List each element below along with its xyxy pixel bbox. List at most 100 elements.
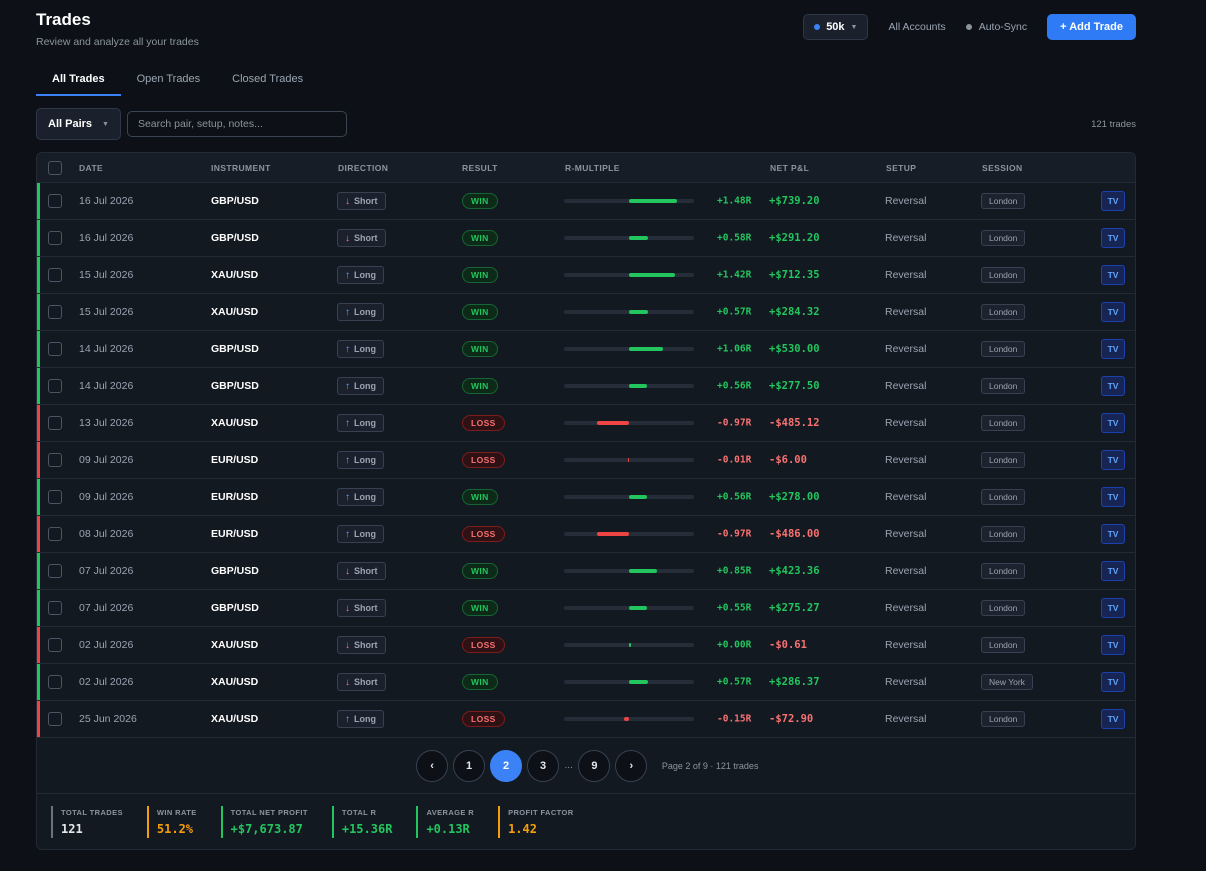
r-multiple-bar-fill <box>629 199 678 203</box>
page-button-2[interactable]: 2 <box>490 749 523 782</box>
tradingview-button[interactable]: TV <box>1101 709 1125 729</box>
table-row[interactable]: 25 Jun 2026 XAU/USD ↑ Long LOSS -0.15R -… <box>37 701 1135 738</box>
tradingview-button[interactable]: TV <box>1101 635 1125 655</box>
all-accounts-link[interactable]: All Accounts <box>888 21 946 33</box>
row-checkbox[interactable] <box>48 490 62 504</box>
summary-stat-value: 121 <box>61 821 83 836</box>
arrow-up-icon: ↑ <box>345 306 350 318</box>
tradingview-button[interactable]: TV <box>1101 191 1125 211</box>
direction-badge: ↓ Short <box>337 192 386 210</box>
trade-date: 13 Jul 2026 <box>79 417 134 429</box>
page-button-3[interactable]: 3 <box>527 749 560 782</box>
pagination-ellipsis: ... <box>564 760 573 771</box>
row-checkbox[interactable] <box>48 601 62 615</box>
row-checkbox[interactable] <box>48 453 62 467</box>
row-checkbox[interactable] <box>48 638 62 652</box>
column-header-net-pnl[interactable]: NET P&L <box>770 162 810 173</box>
chevron-down-icon: ▼ <box>850 23 858 31</box>
table-row[interactable]: 02 Jul 2026 XAU/USD ↓ Short LOSS +0.00R … <box>37 627 1135 664</box>
tradingview-button[interactable]: TV <box>1101 413 1125 433</box>
tradingview-button[interactable]: TV <box>1101 561 1125 581</box>
r-multiple-bar <box>564 421 694 425</box>
r-multiple-bar-fill <box>629 347 664 351</box>
auto-sync-toggle[interactable]: Auto-Sync <box>965 21 1027 33</box>
tab-closed-trades[interactable]: Closed Trades <box>232 73 304 85</box>
tradingview-button[interactable]: TV <box>1101 339 1125 359</box>
trade-setup: Reversal <box>885 676 927 688</box>
search-input[interactable] <box>126 111 347 137</box>
trade-instrument: XAU/USD <box>211 676 259 688</box>
table-row[interactable]: 13 Jul 2026 XAU/USD ↑ Long LOSS -0.97R -… <box>37 405 1135 442</box>
table-row[interactable]: 09 Jul 2026 EUR/USD ↑ Long LOSS -0.01R -… <box>37 442 1135 479</box>
trade-instrument: GBP/USD <box>211 565 259 577</box>
row-checkbox[interactable] <box>48 342 62 356</box>
arrow-down-icon: ↓ <box>345 602 350 614</box>
column-header-session[interactable]: SESSION <box>982 162 1023 173</box>
page-button-9[interactable]: 9 <box>578 749 611 782</box>
chevron-down-icon: ▼ <box>102 120 109 128</box>
row-checkbox[interactable] <box>48 231 62 245</box>
pair-select-label: All Pairs <box>48 118 93 130</box>
r-multiple-value: +0.57R <box>717 306 752 318</box>
tradingview-button[interactable]: TV <box>1101 228 1125 248</box>
result-stripe <box>37 701 40 737</box>
tradingview-button[interactable]: TV <box>1101 672 1125 692</box>
table-row[interactable]: 07 Jul 2026 GBP/USD ↓ Short WIN +0.55R +… <box>37 590 1135 627</box>
column-header-result[interactable]: RESULT <box>462 162 498 173</box>
row-checkbox[interactable] <box>48 527 62 541</box>
table-row[interactable]: 14 Jul 2026 GBP/USD ↑ Long WIN +0.56R +$… <box>37 368 1135 405</box>
column-header-instrument[interactable]: INSTRUMENT <box>211 162 271 173</box>
row-checkbox[interactable] <box>48 268 62 282</box>
page-button-1[interactable]: 1 <box>453 749 486 782</box>
table-row[interactable]: 15 Jul 2026 XAU/USD ↑ Long WIN +1.42R +$… <box>37 257 1135 294</box>
pair-select[interactable]: All Pairs ▼ <box>36 108 121 140</box>
row-checkbox[interactable] <box>48 194 62 208</box>
trade-setup: Reversal <box>885 417 927 429</box>
row-checkbox[interactable] <box>48 416 62 430</box>
next-page-button[interactable]: › <box>615 749 648 782</box>
tab-all-trades[interactable]: All Trades <box>36 66 121 96</box>
result-stripe <box>37 331 40 367</box>
tab-open-trades[interactable]: Open Trades <box>136 73 201 85</box>
column-header-date[interactable]: DATE <box>79 162 104 173</box>
table-row[interactable]: 14 Jul 2026 GBP/USD ↑ Long WIN +1.06R +$… <box>37 331 1135 368</box>
add-trade-button[interactable]: + Add Trade <box>1047 14 1136 40</box>
prev-page-button[interactable]: ‹ <box>416 749 449 782</box>
column-header-r-multiple[interactable]: R-MULTIPLE <box>565 162 620 173</box>
tradingview-button[interactable]: TV <box>1101 487 1125 507</box>
table-row[interactable]: 16 Jul 2026 GBP/USD ↓ Short WIN +1.48R +… <box>37 183 1135 220</box>
tradingview-button[interactable]: TV <box>1101 524 1125 544</box>
arrow-down-icon: ↓ <box>345 232 350 244</box>
tradingview-button[interactable]: TV <box>1101 302 1125 322</box>
net-pnl-value: -$6.00 <box>769 454 807 466</box>
table-row[interactable]: 07 Jul 2026 GBP/USD ↓ Short WIN +0.85R +… <box>37 553 1135 590</box>
row-checkbox[interactable] <box>48 564 62 578</box>
row-checkbox[interactable] <box>48 379 62 393</box>
r-multiple-value: +0.56R <box>717 380 752 392</box>
table-row[interactable]: 15 Jul 2026 XAU/USD ↑ Long WIN +0.57R +$… <box>37 294 1135 331</box>
row-checkbox[interactable] <box>48 305 62 319</box>
summary-stat-value: 51.2% <box>156 821 194 836</box>
table-row[interactable]: 09 Jul 2026 EUR/USD ↑ Long WIN +0.56R +$… <box>37 479 1135 516</box>
row-checkbox[interactable] <box>48 712 62 726</box>
arrow-up-icon: ↑ <box>345 454 350 466</box>
tradingview-button[interactable]: TV <box>1101 450 1125 470</box>
row-checkbox[interactable] <box>48 675 62 689</box>
tradingview-button[interactable]: TV <box>1101 376 1125 396</box>
arrow-up-icon: ↑ <box>345 417 350 429</box>
r-multiple-bar-fill <box>597 421 629 425</box>
select-all-checkbox[interactable] <box>48 160 62 175</box>
net-pnl-value: +$284.32 <box>769 306 820 318</box>
table-row[interactable]: 02 Jul 2026 XAU/USD ↓ Short WIN +0.57R +… <box>37 664 1135 701</box>
table-row[interactable]: 16 Jul 2026 GBP/USD ↓ Short WIN +0.58R +… <box>37 220 1135 257</box>
direction-badge: ↓ Short <box>337 562 386 580</box>
r-multiple-bar-fill <box>627 458 629 462</box>
column-header-direction[interactable]: DIRECTION <box>338 162 389 173</box>
table-row[interactable]: 08 Jul 2026 EUR/USD ↑ Long LOSS -0.97R -… <box>37 516 1135 553</box>
tradingview-button[interactable]: TV <box>1101 598 1125 618</box>
account-select[interactable]: 50k ▼ <box>803 14 869 40</box>
column-header-setup[interactable]: SETUP <box>886 162 917 173</box>
arrow-down-icon: ↓ <box>345 195 350 207</box>
tradingview-button[interactable]: TV <box>1101 265 1125 285</box>
r-multiple-bar <box>564 273 694 277</box>
